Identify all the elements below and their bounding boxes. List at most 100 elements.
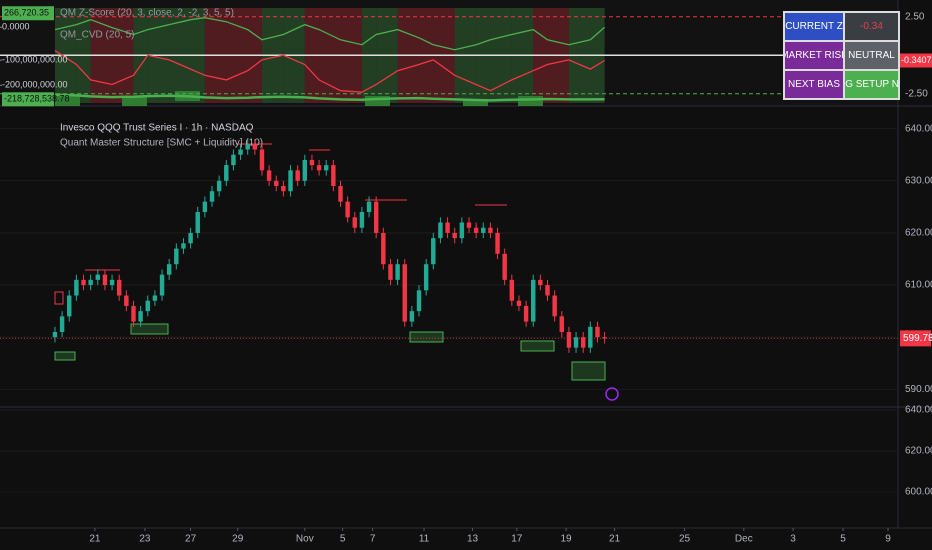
- table-value: NEUTRAL: [844, 41, 899, 70]
- y2-value-box: [2, 92, 54, 107]
- chart-title: Invesco QQQ Trust Series I · 1h · NASDAQ: [60, 123, 254, 134]
- signal-tag: [122, 96, 147, 106]
- candle-body: [309, 159, 315, 166]
- y2-tick-label: -200,000,000.00: [2, 80, 68, 90]
- candle-body: [580, 337, 586, 348]
- candle-body: [124, 295, 129, 306]
- candle-body: [473, 227, 479, 233]
- demand-box: [130, 323, 169, 335]
- chart-subtitle: Quant Master Structure [SMC + Liquidity]…: [60, 138, 263, 149]
- candle-body: [109, 279, 115, 286]
- x-tick-label: Nov: [296, 534, 314, 545]
- candle-body: [316, 165, 322, 171]
- candle-body: [116, 279, 122, 296]
- y-tick-label: 590.00: [905, 384, 932, 395]
- candle-body: [595, 326, 600, 338]
- candle-body: [416, 290, 422, 312]
- candle-body: [131, 305, 136, 322]
- candle-body: [295, 170, 300, 181]
- candle-body: [166, 264, 172, 275]
- x-tick-label: 11: [419, 534, 430, 545]
- candle-body: [188, 232, 193, 244]
- table-label: CURRENT Z: [784, 12, 844, 41]
- demand-box: [571, 361, 606, 381]
- candle-body: [466, 222, 472, 228]
- candle-body: [459, 222, 465, 239]
- candle-body: [402, 264, 407, 322]
- candle-body: [152, 295, 158, 301]
- candle-body: [331, 165, 336, 186]
- candle-body: [59, 316, 65, 332]
- candle-body: [573, 337, 579, 348]
- y-tick-label: 620.00: [905, 446, 932, 457]
- price-label: 599.78: [903, 333, 932, 344]
- candle-body: [81, 279, 86, 286]
- candle-body: [431, 238, 436, 265]
- candle-body: [259, 149, 265, 171]
- x-tick-label: 27: [185, 534, 197, 545]
- candle-body: [209, 191, 215, 202]
- demand-box: [520, 340, 555, 352]
- candle-body: [145, 300, 150, 312]
- price-box: [900, 330, 931, 347]
- candle-body: [381, 232, 386, 265]
- x-tick-label: 21: [89, 534, 101, 545]
- x-tick-label: 21: [609, 534, 621, 545]
- last-value-label: -0.3407: [901, 55, 932, 65]
- table-label: MARKET RISK: [784, 41, 844, 70]
- candle-body: [438, 222, 443, 239]
- y2-value-box: [2, 6, 54, 21]
- candle-body: [566, 332, 572, 348]
- signal-tag: [518, 96, 543, 106]
- candle-body: [509, 279, 515, 301]
- supply-box: [54, 291, 64, 305]
- y2-tick-label: -218,728,538.78: [4, 94, 70, 104]
- y2-tick-label: 266,720.35: [4, 8, 49, 18]
- candle-body: [281, 186, 286, 192]
- x-tick-label: 17: [511, 534, 523, 545]
- x-tick-label: 5: [840, 534, 846, 545]
- candle-body: [538, 279, 543, 286]
- candle-body: [302, 159, 308, 181]
- candle-body: [409, 311, 415, 322]
- y-tick-label: 630.00: [905, 175, 932, 186]
- replay-icon[interactable]: [605, 387, 619, 401]
- candle-body: [67, 295, 72, 317]
- table-value: -0.34: [844, 12, 899, 41]
- table-value: LONG SETUP NEXT: [844, 70, 899, 99]
- candle-body: [345, 201, 350, 218]
- candle-body: [602, 337, 607, 339]
- candle-body: [274, 180, 279, 186]
- candle-body: [395, 264, 400, 280]
- y-tick-label: 640.00: [905, 405, 932, 416]
- y-tick-label: 610.00: [905, 280, 932, 291]
- candle-body: [238, 149, 243, 155]
- x-tick-label: 13: [467, 534, 479, 545]
- series-line: [54, 50, 605, 93]
- candle-body: [552, 295, 557, 317]
- candle-body: [324, 165, 329, 171]
- x-tick-label: 19: [561, 534, 573, 545]
- signal-tag: [365, 96, 390, 106]
- candle-body: [445, 222, 450, 233]
- y2-tick-label: -100,000,000.00: [2, 55, 68, 65]
- candle-body: [252, 144, 258, 150]
- table-label: NEXT BIAS: [784, 70, 844, 99]
- candle-body: [352, 217, 357, 228]
- candle-body: [159, 274, 165, 296]
- candle-body: [423, 264, 429, 291]
- legend-entry: QM_CVD (20, 5): [60, 30, 134, 41]
- indicator-bg: [0, 0, 898, 105]
- candle-body: [488, 227, 493, 233]
- series-line: [54, 17, 606, 51]
- y-tick-label: 620.00: [905, 228, 932, 239]
- candle-body: [181, 243, 186, 249]
- status-table: CURRENT Z -0.34 MARKET RISK NEUTRAL NEXT…: [783, 11, 900, 100]
- candle-body: [516, 300, 522, 306]
- candle-body: [52, 332, 58, 338]
- candle-body: [195, 212, 200, 233]
- y-tick-label: -2.50: [905, 88, 928, 99]
- series-line: [54, 93, 605, 102]
- candle-body: [74, 279, 79, 296]
